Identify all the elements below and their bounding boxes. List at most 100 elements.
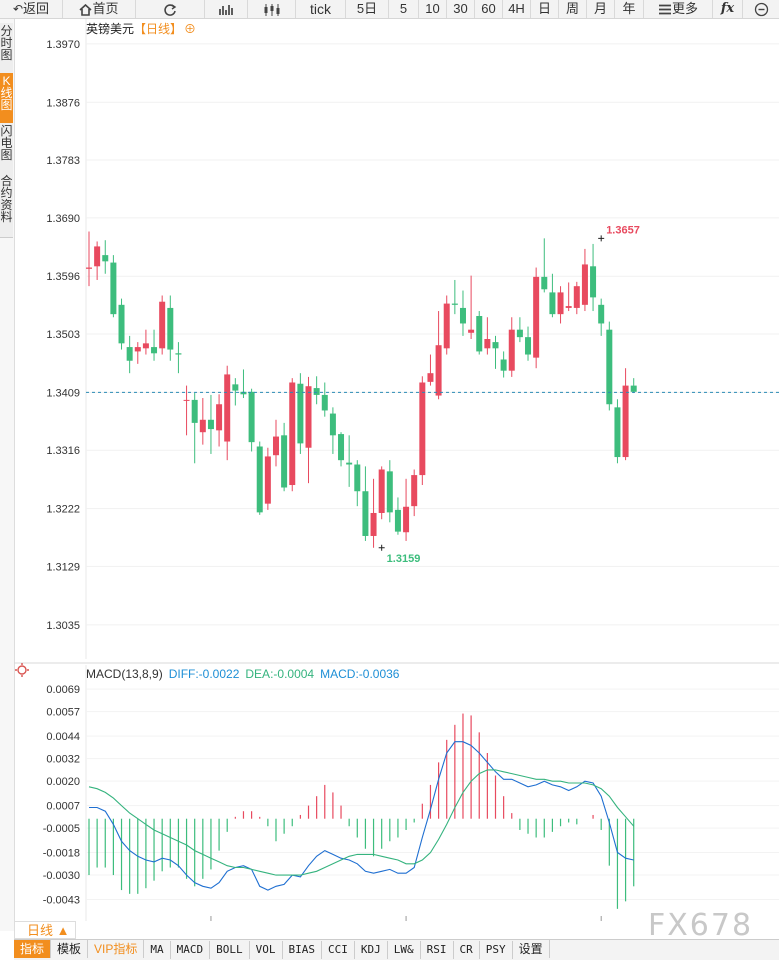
high-price-label: 1.3657: [606, 224, 640, 236]
tick-button[interactable]: tick: [296, 0, 346, 18]
formula-button[interactable]: fx: [713, 0, 743, 18]
macd-tick-label: 0.0007: [46, 801, 80, 813]
side-tab-contract[interactable]: 合约资料: [0, 173, 13, 238]
timeframe-button[interactable]: 日线 ▲: [14, 921, 76, 939]
candle-body: [541, 276, 548, 290]
indicator-tab-2[interactable]: VIP指标: [88, 940, 145, 958]
candle-body: [508, 329, 515, 371]
watermark: FX678: [648, 908, 754, 943]
side-tab-kline[interactable]: K线图: [0, 73, 13, 126]
zoom-out-button[interactable]: [743, 0, 779, 18]
price-axis-labels: 1.3970 1.3876 1.3783 1.3690 1.3596 1.3503 1.34…: [46, 39, 80, 632]
macd-tick-label: -0.0018: [43, 848, 80, 860]
candle-body: [492, 342, 499, 349]
candle-body: [338, 434, 345, 461]
price-tick-label: 1.3222: [46, 504, 80, 516]
candle-body: [443, 303, 450, 349]
candle-body: [435, 345, 442, 396]
candle-body: [565, 306, 572, 308]
week-button[interactable]: 周: [559, 0, 587, 18]
5day-button[interactable]: 5日: [346, 0, 389, 18]
top-toolbar: ↶返回 首页 tick 5日 5 10 30 60 4H 日 周 月 年 更多 …: [0, 0, 779, 19]
candlestick-button[interactable]: [248, 0, 296, 18]
candle-body: [606, 329, 613, 405]
indicator-tab-5[interactable]: BOLL: [210, 941, 250, 959]
macd-tick-label: -0.0043: [43, 894, 80, 906]
30min-button[interactable]: 30: [447, 0, 475, 18]
menu-icon: [658, 4, 671, 15]
10min-button[interactable]: 10: [419, 0, 447, 18]
macd-legend: MACD(13,8,9) DIFF:-0.0022 DEA:-0.0004 MACD:…: [86, 667, 400, 681]
indicator-tab-1[interactable]: 模板: [51, 940, 89, 958]
price-tick-label: 1.3503: [46, 329, 80, 341]
indicator-tab-6[interactable]: VOL: [250, 941, 283, 959]
indicator-tab-11[interactable]: RSI: [421, 941, 454, 959]
candle-body: [378, 469, 385, 513]
indicator-tab-9[interactable]: KDJ: [355, 941, 388, 959]
indicator-tab-8[interactable]: CCI: [322, 941, 355, 959]
refresh-button[interactable]: [136, 0, 205, 18]
candle-body: [134, 347, 141, 352]
candle-body: [533, 276, 540, 358]
price-tick-label: 1.3316: [46, 445, 80, 457]
candle-body: [476, 316, 483, 352]
5min-button[interactable]: 5: [389, 0, 419, 18]
candle-body: [183, 399, 190, 401]
candle-body: [199, 419, 206, 433]
price-chart[interactable]: 1.3970 1.3876 1.3783 1.3690 1.3596 1.3503 1.34…: [0, 19, 779, 921]
indicator-tab-10[interactable]: LW&: [388, 941, 421, 959]
refresh-icon: [164, 3, 177, 16]
candle-body: [614, 407, 621, 458]
settings-icon[interactable]: [15, 663, 29, 677]
candle-body: [313, 388, 320, 395]
macd-tick-label: -0.0030: [43, 870, 80, 882]
indicator-tab-3[interactable]: MA: [144, 941, 171, 959]
month-button[interactable]: 月: [587, 0, 615, 18]
macd-tick-label: 0.0020: [46, 776, 80, 788]
home-button[interactable]: 首页: [63, 0, 136, 18]
chart-title: 英镑美元【日线】 ⊕: [86, 21, 196, 36]
candlestick-series: [86, 231, 637, 548]
candle-body: [167, 307, 174, 350]
indicator-tab-14[interactable]: 设置: [513, 940, 550, 958]
indicator-tab-0[interactable]: 指标: [14, 940, 52, 958]
candle-body: [362, 491, 369, 536]
day-button[interactable]: 日: [531, 0, 559, 18]
candle-body: [191, 399, 198, 423]
candle-body: [622, 385, 629, 458]
more-button[interactable]: 更多: [644, 0, 713, 18]
candle-body: [159, 301, 166, 349]
date-axis-labels: 2026/032026/042026/05: [210, 916, 602, 921]
side-tab-flash[interactable]: 闪电图: [0, 123, 13, 176]
candle-body: [142, 343, 149, 349]
year-button[interactable]: 年: [615, 0, 644, 18]
indicator-tab-7[interactable]: BIAS: [283, 941, 322, 959]
candle-body: [451, 303, 458, 305]
price-tick-label: 1.3876: [46, 97, 80, 109]
annotation-marker: [378, 544, 385, 551]
macd-tick-label: 0.0069: [46, 684, 80, 696]
60min-button[interactable]: 60: [475, 0, 503, 18]
candle-body: [102, 255, 109, 262]
macd-tick-label: 0.0044: [46, 731, 80, 743]
candlestick-icon: [264, 3, 279, 16]
indicator-tab-12[interactable]: CR: [454, 941, 480, 959]
candle-body: [264, 456, 271, 504]
candle-body: [419, 382, 426, 476]
macd-tick-label: 0.0057: [46, 707, 80, 719]
indicator-tab-4[interactable]: MACD: [171, 941, 211, 959]
chart-grid: [14, 19, 779, 664]
back-button[interactable]: ↶返回: [0, 0, 63, 18]
candle-body: [346, 462, 353, 465]
candle-body: [500, 359, 507, 371]
candle-body: [459, 307, 466, 324]
bar-chart-button[interactable]: [205, 0, 248, 18]
candle-body: [94, 246, 101, 267]
candle-body: [175, 353, 182, 355]
home-icon: [79, 3, 93, 16]
macd-tick-label: 0.0032: [46, 754, 80, 766]
4h-button[interactable]: 4H: [503, 0, 531, 18]
price-tick-label: 1.3596: [46, 271, 80, 283]
indicator-tab-13[interactable]: PSY: [480, 941, 513, 959]
candle-body: [281, 435, 288, 488]
